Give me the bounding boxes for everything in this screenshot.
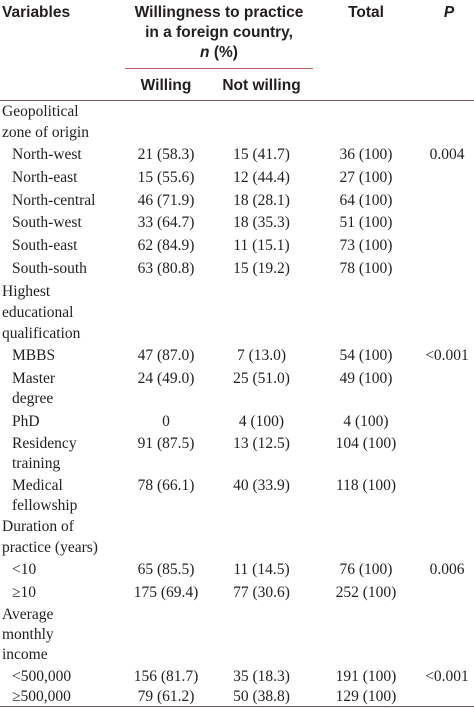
cell-p: <0.001 — [425, 347, 469, 364]
header-p: P — [443, 4, 455, 21]
group-label-line: educational — [2, 304, 74, 321]
header-willingness-group: Willingness to practice in a foreign cou… — [125, 3, 313, 63]
cell-willing: 65 (85.5) — [137, 561, 195, 578]
row-label-line2: degree — [12, 390, 54, 407]
row-label-line2: training — [12, 455, 61, 472]
row-label: <10 — [12, 561, 37, 578]
cell-not-willing: 11 (14.5) — [233, 561, 290, 578]
cell-p: <0.001 — [425, 668, 469, 685]
cell-total: 78 (100) — [339, 260, 393, 277]
cell-total: 64 (100) — [339, 192, 393, 209]
row-label: North-east — [12, 169, 78, 186]
group-label-line: qualification — [2, 325, 81, 342]
cell-total: 73 (100) — [339, 237, 393, 254]
cell-total: 118 (100) — [335, 477, 397, 494]
header-total: Total — [348, 4, 384, 21]
header-subrule — [125, 68, 313, 69]
cell-not-willing: 18 (28.1) — [233, 192, 290, 209]
row-label: South-south — [12, 260, 87, 277]
header-pct: (%) — [209, 44, 238, 61]
row-label-line2: fellowship — [12, 497, 78, 514]
cell-not-willing: 11 (15.1) — [233, 237, 290, 254]
cell-total: 27 (100) — [339, 169, 393, 186]
row-label: South-east — [12, 237, 78, 254]
cell-p: 0.006 — [429, 561, 465, 578]
header-rule — [0, 100, 474, 101]
cell-total: 129 (100) — [335, 688, 397, 705]
row-label: North-central — [12, 192, 96, 209]
cell-total: 54 (100) — [339, 347, 393, 364]
row-label: Medical — [12, 477, 63, 494]
cell-total: 49 (100) — [339, 370, 393, 387]
row-label: Residency — [12, 435, 77, 452]
cell-not-willing: 15 (19.2) — [233, 260, 290, 277]
header-variables: Variables — [2, 4, 71, 21]
group-label-line: Duration of — [2, 518, 74, 535]
cell-willing: 33 (64.7) — [137, 214, 195, 231]
cell-not-willing: 18 (35.3) — [233, 214, 290, 231]
cell-total: 51 (100) — [339, 214, 393, 231]
cell-not-willing: 15 (41.7) — [233, 146, 290, 163]
header-willingness-line1: Willingness to practice — [134, 4, 304, 21]
cell-total: 4 (100) — [343, 413, 389, 430]
header-not-willing: Not willing — [222, 77, 301, 94]
cell-willing: 91 (87.5) — [137, 435, 195, 452]
header-willingness-line2: in a foreign country, — [145, 24, 293, 41]
row-label: ≥10 — [12, 584, 37, 601]
cell-total: 104 (100) — [335, 435, 397, 452]
row-label: PhD — [12, 413, 40, 430]
cell-willing: 46 (71.9) — [137, 192, 195, 209]
cell-not-willing: 7 (13.0) — [236, 347, 287, 364]
cell-willing: 47 (87.0) — [137, 347, 195, 364]
row-label: South-west — [12, 214, 82, 231]
bottom-rule — [0, 706, 474, 707]
cell-not-willing: 4 (100) — [238, 413, 285, 430]
cell-willing: 62 (84.9) — [137, 237, 195, 254]
cell-total: 191 (100) — [335, 668, 397, 685]
cell-willing: 175 (69.4) — [133, 584, 199, 601]
group-label-line: Geopolitical — [2, 103, 79, 120]
group-label-line: income — [2, 646, 48, 663]
header-willing: Willing — [140, 77, 192, 94]
cell-total: 36 (100) — [339, 146, 393, 163]
group-label-line: monthly — [2, 626, 54, 643]
cell-not-willing: 40 (33.9) — [233, 477, 290, 494]
cell-total: 76 (100) — [339, 561, 393, 578]
cell-not-willing: 13 (12.5) — [233, 435, 290, 452]
cell-total: 252 (100) — [335, 584, 397, 601]
cell-willing: 15 (55.6) — [137, 169, 195, 186]
cell-willing: 24 (49.0) — [137, 370, 195, 387]
row-label: Master — [12, 370, 56, 387]
cell-not-willing: 35 (18.3) — [233, 668, 290, 685]
cell-willing: 63 (80.8) — [137, 260, 195, 277]
row-label: MBBS — [12, 347, 56, 364]
cell-willing: 0 — [162, 413, 170, 430]
group-label-line: practice (years) — [2, 539, 98, 556]
group-label-line: zone of origin — [2, 124, 89, 141]
cell-not-willing: 77 (30.6) — [233, 584, 290, 601]
row-label: <500,000 — [12, 668, 72, 685]
cell-not-willing: 50 (38.8) — [233, 688, 290, 705]
cell-willing: 21 (58.3) — [137, 146, 195, 163]
row-label: ≥500,000 — [12, 688, 71, 705]
group-label-line: Highest — [2, 283, 51, 300]
group-label-line: Average — [2, 606, 54, 623]
header-willingness-line3: n (%) — [125, 43, 313, 63]
cell-willing: 156 (81.7) — [133, 668, 199, 685]
row-label: North-west — [12, 146, 82, 163]
header-n: n — [200, 44, 210, 61]
cell-willing: 79 (61.2) — [137, 688, 195, 705]
cell-willing: 78 (66.1) — [137, 477, 195, 494]
cell-not-willing: 12 (44.4) — [233, 169, 290, 186]
cell-p: 0.004 — [429, 146, 465, 163]
cell-not-willing: 25 (51.0) — [233, 370, 290, 387]
